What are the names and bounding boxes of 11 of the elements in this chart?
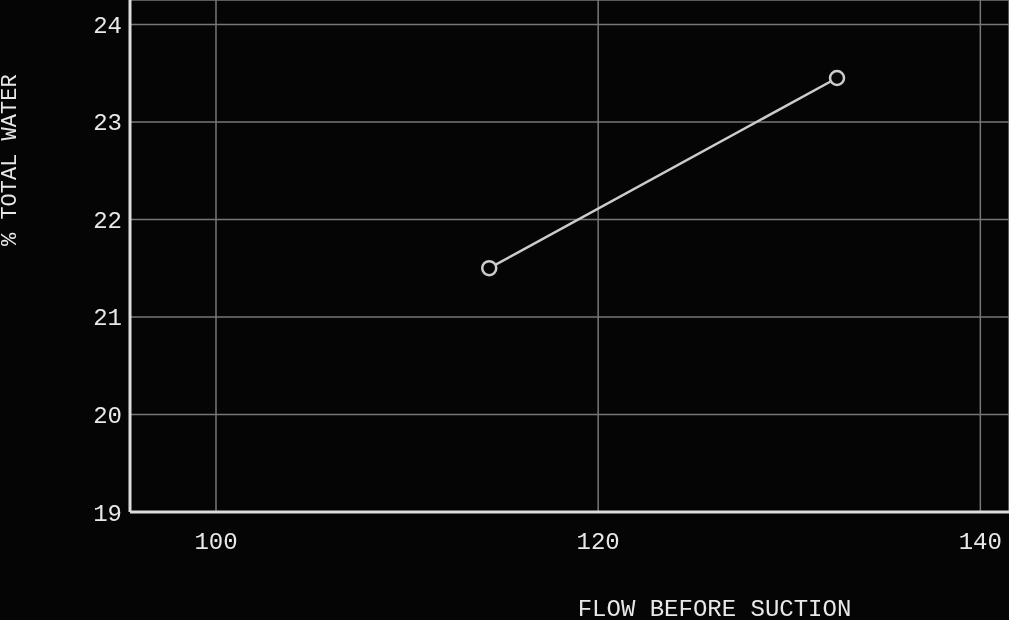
x-tick-label: 100 [194, 529, 238, 557]
y-tick-label: 23 [93, 110, 122, 138]
x-tick-label: 140 [958, 529, 1002, 557]
y-tick-label: 20 [93, 403, 122, 430]
x-axis-title: FLOW BEFORE SUCTION [577, 596, 852, 620]
y-tick-label: 21 [93, 305, 122, 333]
y-axis-title: % TOTAL WATER [0, 74, 23, 246]
y-tick-label: 22 [93, 207, 122, 235]
y-tick-label: 24 [93, 12, 122, 40]
y-tick-label: 19 [93, 500, 122, 528]
x-tick-label: 120 [576, 529, 620, 557]
